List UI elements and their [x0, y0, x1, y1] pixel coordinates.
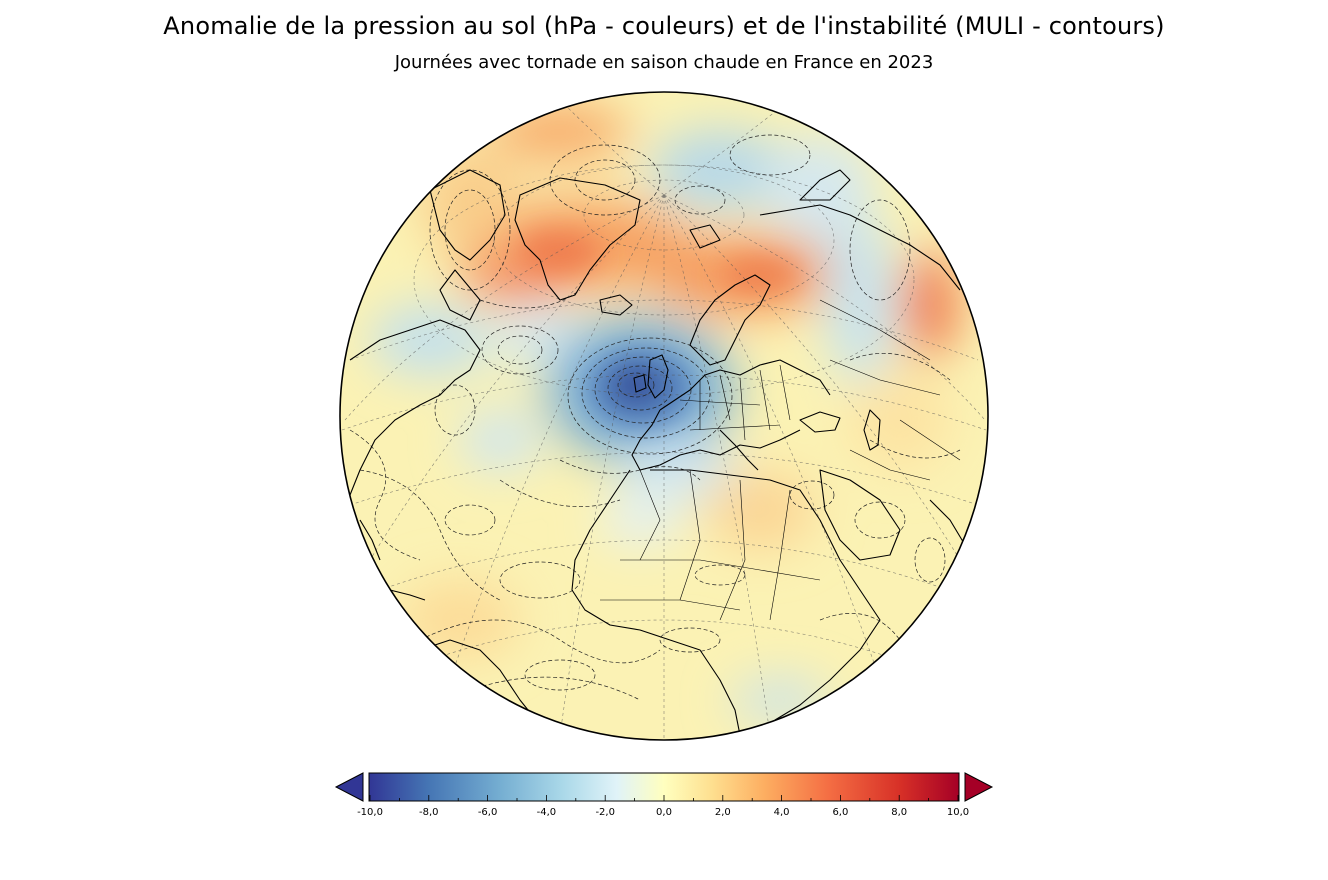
- map-title: Anomalie de la pression au sol (hPa - co…: [163, 12, 1165, 40]
- colorbar-tick-label: -2,0: [595, 807, 615, 818]
- colorbar-ticks: -10,0 -8,0 -6,0 -4,0 -2,0 0,0 2,0 4,0 6,0 8,0 10,0: [357, 795, 969, 818]
- colorbar-tick-label: -6,0: [478, 807, 498, 818]
- coastlines: [347, 169, 966, 736]
- instability-contours: [349, 134, 961, 701]
- colorbar-tick-label: 6,0: [832, 807, 848, 818]
- colorbar-extend-min: [334, 772, 364, 802]
- colorbar-tick-label: 8,0: [891, 807, 907, 818]
- globe: [339, 91, 989, 741]
- graticule: [341, 99, 987, 740]
- colorbar-tick-label: -10,0: [357, 807, 383, 818]
- colorbar-tick-label: -8,0: [419, 807, 439, 818]
- colorbar-tick-label: 0,0: [656, 807, 672, 818]
- globe-outline: [339, 91, 989, 741]
- map-subtitle: Journées avec tornade en saison chaude e…: [394, 52, 934, 73]
- colorbar-tick-label: -4,0: [537, 807, 557, 818]
- colorbar-tick-label: 10,0: [947, 807, 969, 818]
- colorbar-tick-label: 2,0: [715, 807, 731, 818]
- country-borders: [600, 299, 961, 621]
- colorbar: -10,0 -8,0 -6,0 -4,0 -2,0 0,0 2,0 4,0 6,0 8,0 10,0: [334, 772, 994, 818]
- colorbar-extend-max: [964, 772, 994, 802]
- colorbar-tick-label: 4,0: [774, 807, 790, 818]
